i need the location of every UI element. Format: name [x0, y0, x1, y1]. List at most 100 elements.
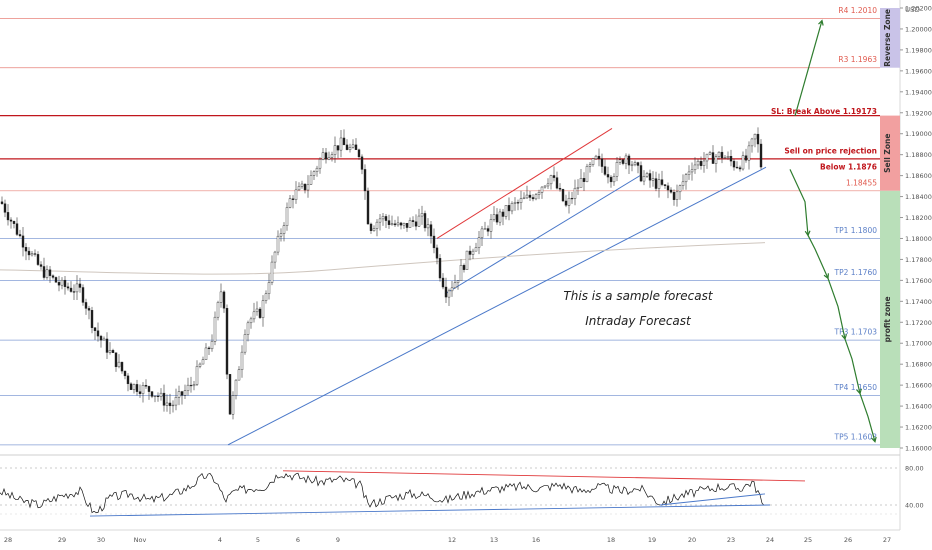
- rsi-tick-label: 80.00: [905, 465, 924, 473]
- candle-body: [744, 155, 748, 161]
- candle-body: [225, 308, 229, 375]
- candle-body: [339, 137, 343, 151]
- candle-body: [483, 228, 487, 230]
- annotation-sample-forecast: This is a sample forecast: [563, 289, 713, 303]
- candle-body: [435, 247, 439, 259]
- candle-body: [282, 225, 286, 234]
- level-label: TP2 1.1760: [833, 268, 877, 277]
- candle-body: [327, 157, 331, 160]
- x-tick-label: 24: [766, 536, 774, 544]
- candle-body: [453, 282, 457, 289]
- trend-lines: [0, 128, 767, 446]
- candle-body: [270, 261, 274, 283]
- candle-body: [189, 384, 193, 387]
- y-tick-label: 1.17000: [905, 340, 932, 348]
- candle-body: [111, 350, 115, 353]
- candle-body: [615, 161, 619, 177]
- candle-body: [264, 293, 268, 301]
- candle-body: [153, 395, 157, 397]
- candle-body: [741, 155, 745, 170]
- candle-body: [570, 197, 574, 200]
- candle-body: [465, 250, 469, 270]
- candle-body: [120, 361, 124, 372]
- candle-body: [576, 187, 580, 189]
- candle-body: [405, 222, 409, 228]
- candle-body: [756, 133, 760, 145]
- x-tick-label: 16: [532, 536, 540, 544]
- forecast-arrow: [827, 278, 846, 340]
- candle-body: [720, 151, 724, 159]
- candle-body: [621, 159, 625, 164]
- zone-label: Sell Zone: [883, 134, 892, 173]
- candle-body: [555, 177, 559, 189]
- candle-body: [639, 165, 643, 182]
- candle-body: [714, 156, 718, 164]
- candle-body: [582, 178, 586, 182]
- candle-body: [207, 347, 211, 350]
- candle-body: [417, 215, 421, 227]
- zone-label: Reverse Zone: [883, 9, 892, 67]
- forecast-arrowhead: [871, 436, 877, 443]
- candle-body: [354, 144, 358, 150]
- candle-body: [129, 383, 133, 390]
- candle-body: [387, 220, 391, 225]
- candle-body: [630, 164, 634, 166]
- candle-body: [414, 221, 418, 227]
- candle-body: [60, 279, 64, 286]
- candle-body: [150, 391, 154, 397]
- level-label: 1.18455: [846, 178, 877, 187]
- candle-body: [162, 392, 166, 406]
- candle-body: [255, 308, 259, 313]
- candle-body: [174, 397, 178, 406]
- level-label: Below 1.1876: [820, 162, 877, 171]
- rsi-tick-label: 40.00: [905, 502, 924, 510]
- candle-body: [645, 173, 649, 177]
- y-tick-label: 1.18600: [905, 172, 932, 180]
- candle-body: [24, 247, 28, 252]
- moving-average: [0, 242, 766, 275]
- candle-body: [342, 137, 346, 146]
- candle-body: [546, 183, 550, 187]
- candle-body: [411, 220, 415, 222]
- candle-body: [705, 153, 709, 162]
- candle-body: [696, 160, 700, 166]
- candle-body: [18, 234, 22, 237]
- rsi-support-line: [89, 504, 771, 517]
- candle-body: [183, 390, 187, 396]
- candle-body: [285, 207, 289, 226]
- candle-body: [573, 187, 577, 199]
- y-tick-label: 1.19400: [905, 88, 932, 96]
- candle-body: [360, 156, 364, 170]
- candle-body: [147, 386, 151, 392]
- candle-body: [447, 290, 451, 298]
- candle-body: [684, 174, 688, 183]
- candle-body: [498, 211, 502, 223]
- candle-body: [438, 258, 442, 279]
- candle-body: [117, 361, 121, 368]
- candle-body: [420, 213, 424, 217]
- candle-body: [402, 222, 406, 226]
- candle-body: [114, 352, 118, 368]
- rsi-line: [0, 472, 765, 514]
- price-series: [0, 127, 763, 420]
- candle-body: [102, 338, 106, 341]
- x-tick-label: 28: [4, 536, 12, 544]
- candle-body: [363, 169, 367, 192]
- candle-body: [144, 385, 148, 387]
- candle-body: [27, 250, 31, 256]
- candle-body: [198, 363, 202, 367]
- candle-body: [561, 189, 565, 202]
- x-tick-label: 18: [607, 536, 615, 544]
- forecast-arrowhead: [818, 19, 824, 26]
- candle-body: [540, 186, 544, 193]
- candle-body: [246, 322, 250, 335]
- candle-body: [486, 228, 490, 232]
- candle-body: [642, 175, 646, 182]
- x-tick-label: 20: [688, 536, 696, 544]
- candle-body: [39, 264, 43, 267]
- level-label: R3 1.1963: [838, 55, 877, 64]
- candle-body: [471, 250, 475, 255]
- candle-body: [288, 198, 292, 208]
- candle-body: [291, 198, 295, 200]
- candle-body: [30, 253, 34, 256]
